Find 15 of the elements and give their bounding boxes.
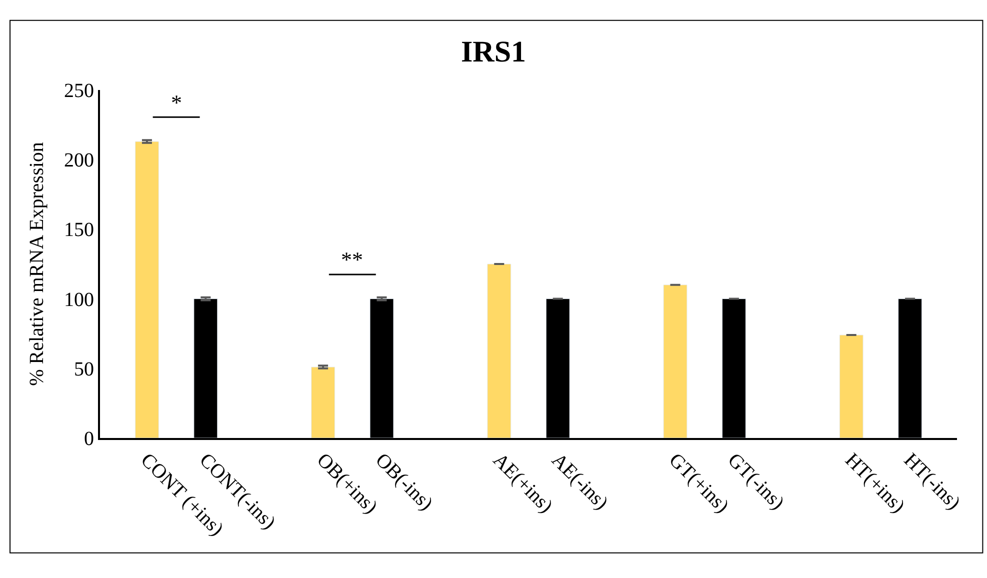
y-tick-label: 250 [64, 80, 94, 102]
annotation: ** [341, 247, 363, 272]
y-axis-title: % Relative mRNA Expression [26, 142, 48, 386]
bar [487, 264, 512, 438]
y-tick-label: 0 [84, 428, 94, 450]
y-tick-label: 50 [74, 358, 94, 380]
y-tick-label: 150 [64, 219, 94, 242]
bar [134, 141, 159, 438]
bar [663, 284, 688, 438]
y-tick-label: 100 [64, 288, 94, 311]
bar [311, 366, 336, 438]
annotation: * [171, 90, 182, 115]
y-tick-label: 200 [64, 150, 94, 172]
bar [839, 334, 864, 438]
chart-title: IRS1 [460, 35, 526, 68]
